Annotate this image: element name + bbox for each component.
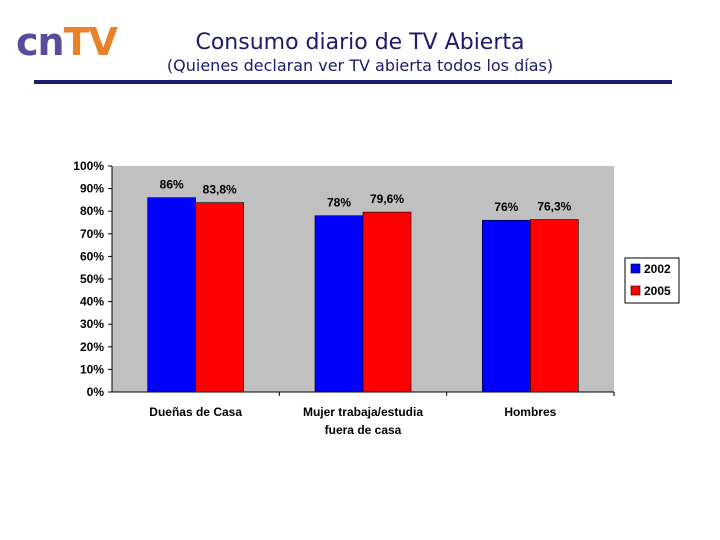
y-tick-label: 60%	[80, 249, 104, 263]
bar-2002-1	[147, 197, 196, 393]
data-label: 83,8%	[203, 183, 237, 197]
category-label: Hombres	[504, 405, 556, 419]
y-tick-label: 40%	[80, 295, 104, 309]
legend-label-2005: 2005	[644, 284, 671, 298]
cntv-logo: cnTV	[16, 20, 118, 64]
bar-2005-2	[362, 211, 412, 393]
y-tick-label: 80%	[80, 204, 104, 218]
logo-cn: cn	[16, 20, 65, 64]
data-label: 86%	[160, 178, 184, 192]
data-label: 79,6%	[370, 192, 404, 206]
y-tick-label: 30%	[80, 317, 104, 331]
y-tick-label: 70%	[80, 227, 104, 241]
bar-2002-2	[314, 215, 364, 393]
category-label: Dueñas de Casa	[149, 405, 242, 419]
bar-2002-3	[482, 219, 531, 393]
legend-swatch-2002	[630, 263, 641, 274]
y-tick-label: 0%	[87, 385, 105, 399]
legend-label-2002: 2002	[644, 262, 671, 276]
category-label: Mujer trabaja/estudia	[303, 405, 423, 419]
logo-tv: TV	[63, 20, 118, 64]
bar-2005-3	[530, 219, 579, 393]
title-rule	[34, 80, 672, 84]
bar-2005-1	[195, 202, 244, 393]
y-tick-label: 50%	[80, 272, 104, 286]
data-label: 76,3%	[537, 200, 571, 214]
data-label: 78%	[327, 196, 351, 210]
category-label: fuera de casa	[325, 423, 402, 437]
page-subtitle: (Quienes declaran ver TV abierta todos l…	[166, 56, 554, 75]
legend-swatch-2005	[630, 285, 641, 296]
y-tick-label: 10%	[80, 362, 104, 376]
page-title: Consumo diario de TV Abierta	[195, 30, 525, 55]
y-tick-label: 20%	[80, 340, 104, 354]
y-tick-label: 100%	[73, 159, 104, 173]
data-label: 76%	[494, 200, 518, 214]
y-tick-label: 90%	[80, 182, 104, 196]
